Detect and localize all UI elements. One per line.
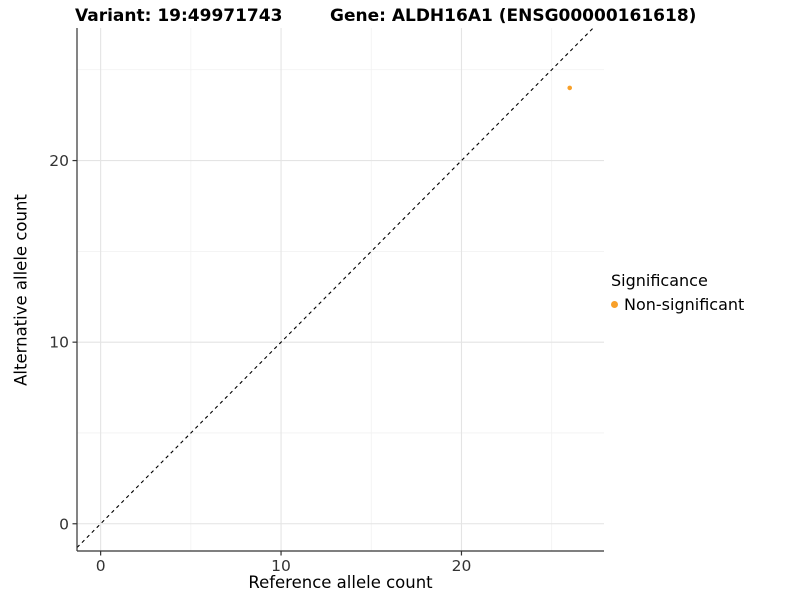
- legend-point-icon: [611, 301, 618, 308]
- x-axis-title: Reference allele count: [248, 573, 433, 592]
- y-axis-title: Alternative allele count: [11, 194, 31, 386]
- legend-title: Significance: [611, 271, 708, 290]
- y-tick-label: 10: [49, 334, 69, 352]
- plot-title-gene: Gene: ALDH16A1 (ENSG00000161618): [330, 6, 697, 26]
- x-tick-label: 0: [96, 557, 106, 575]
- y-tick-label: 0: [59, 515, 69, 533]
- plot-title-variant: Variant: 19:49971743: [75, 6, 283, 26]
- data-point: [567, 85, 573, 91]
- x-tick-label: 10: [271, 557, 291, 575]
- identity-line: [76, 27, 594, 548]
- y-tick-label: 20: [49, 152, 69, 170]
- legend: Significance Non-significant: [611, 271, 744, 314]
- legend-item-label: Non-significant: [624, 295, 745, 314]
- legend-item-non-significant: Non-significant: [611, 295, 744, 314]
- x-tick-label: 20: [452, 557, 472, 575]
